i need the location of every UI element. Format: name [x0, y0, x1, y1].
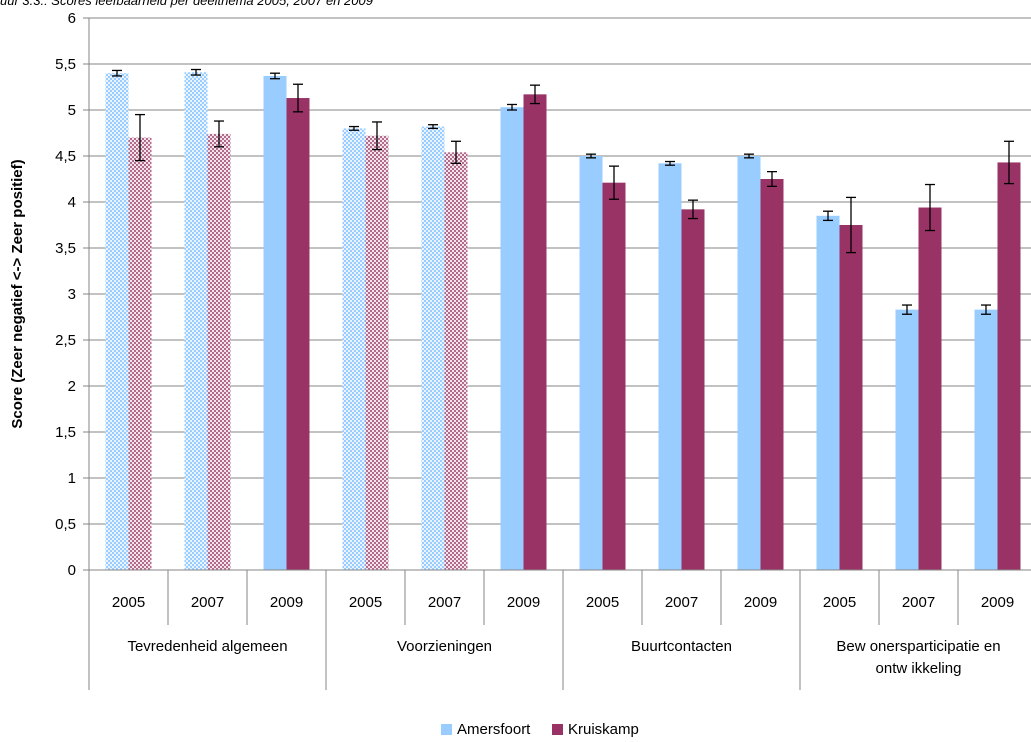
legend-swatch-amersfoort [441, 724, 452, 735]
bar-kruiskamp-3-2005 [839, 225, 863, 570]
bar-amersfoort-2-2009 [737, 156, 761, 570]
x-tick-label: 2009 [744, 594, 777, 611]
y-tick-label: 2,5 [55, 332, 76, 349]
bar-kruiskamp-1-2005 [365, 135, 389, 570]
y-axis-label: Score (Zeer negatief <-> Zeer positief) [9, 159, 26, 428]
bar-amersfoort-3-2005 [816, 215, 840, 571]
x-tick-label: 2007 [665, 594, 698, 611]
x-tick-label: 2009 [981, 594, 1014, 611]
y-tick-label: 5 [68, 102, 76, 119]
bar-kruiskamp-0-2009 [286, 98, 310, 570]
bar-kruiskamp-1-2007 [444, 152, 468, 570]
y-tick-label: 1 [68, 470, 76, 487]
bar-amersfoort-1-2007 [421, 126, 445, 570]
y-tick-label: 4,5 [55, 148, 76, 165]
x-tick-label: 2005 [112, 594, 145, 611]
bar-kruiskamp-3-2009 [997, 162, 1021, 570]
y-tick-label: 3,5 [55, 240, 76, 257]
group-label: Voorzieningen [397, 638, 492, 655]
bar-amersfoort-1-2005 [342, 128, 366, 570]
bar-kruiskamp-0-2005 [128, 137, 152, 570]
y-tick-label: 5,5 [55, 56, 76, 73]
y-tick-label: 2 [68, 378, 76, 395]
chart-title: uur 3.3.: Scores leefbaarheid per deelth… [0, 0, 373, 8]
x-tick-label: 2007 [428, 594, 461, 611]
bar-amersfoort-3-2007 [895, 309, 919, 570]
group-label: Tevredenheid algemeen [127, 638, 287, 655]
legend-label-amersfoort: Amersfoort [457, 721, 531, 738]
y-tick-label: 3 [68, 286, 76, 303]
bar-amersfoort-0-2009 [263, 75, 287, 571]
x-tick-label: 2007 [902, 594, 935, 611]
x-tick-label: 2009 [270, 594, 303, 611]
group-label: Bew onersparticipatie en [836, 638, 1000, 655]
legend-label-kruiskamp: Kruiskamp [568, 721, 639, 738]
legend-swatch-kruiskamp [552, 724, 563, 735]
x-tick-label: 2009 [507, 594, 540, 611]
bar-amersfoort-0-2007 [184, 72, 208, 570]
bar-kruiskamp-2-2009 [760, 179, 784, 570]
x-tick-label: 2005 [349, 594, 382, 611]
x-tick-label: 2005 [823, 594, 856, 611]
bar-kruiskamp-2-2005 [602, 182, 626, 570]
y-tick-label: 1,5 [55, 424, 76, 441]
bar-amersfoort-0-2005 [105, 73, 129, 570]
bar-amersfoort-2-2007 [658, 163, 682, 571]
bar-amersfoort-1-2009 [500, 107, 524, 571]
x-tick-label: 2007 [191, 594, 224, 611]
bar-kruiskamp-2-2007 [681, 209, 705, 571]
y-tick-label: 6 [68, 10, 76, 27]
bar-kruiskamp-3-2007 [918, 207, 942, 570]
group-label: Buurtcontacten [631, 638, 732, 655]
bar-kruiskamp-0-2007 [207, 133, 231, 571]
bar-amersfoort-3-2009 [974, 309, 998, 570]
bar-kruiskamp-1-2009 [523, 94, 547, 571]
y-tick-label: 0,5 [55, 516, 76, 533]
x-tick-label: 2005 [586, 594, 619, 611]
y-tick-label: 0 [68, 562, 76, 579]
group-label: ontw ikkeling [876, 660, 962, 677]
y-tick-label: 4 [68, 194, 76, 211]
bar-amersfoort-2-2005 [579, 156, 603, 570]
